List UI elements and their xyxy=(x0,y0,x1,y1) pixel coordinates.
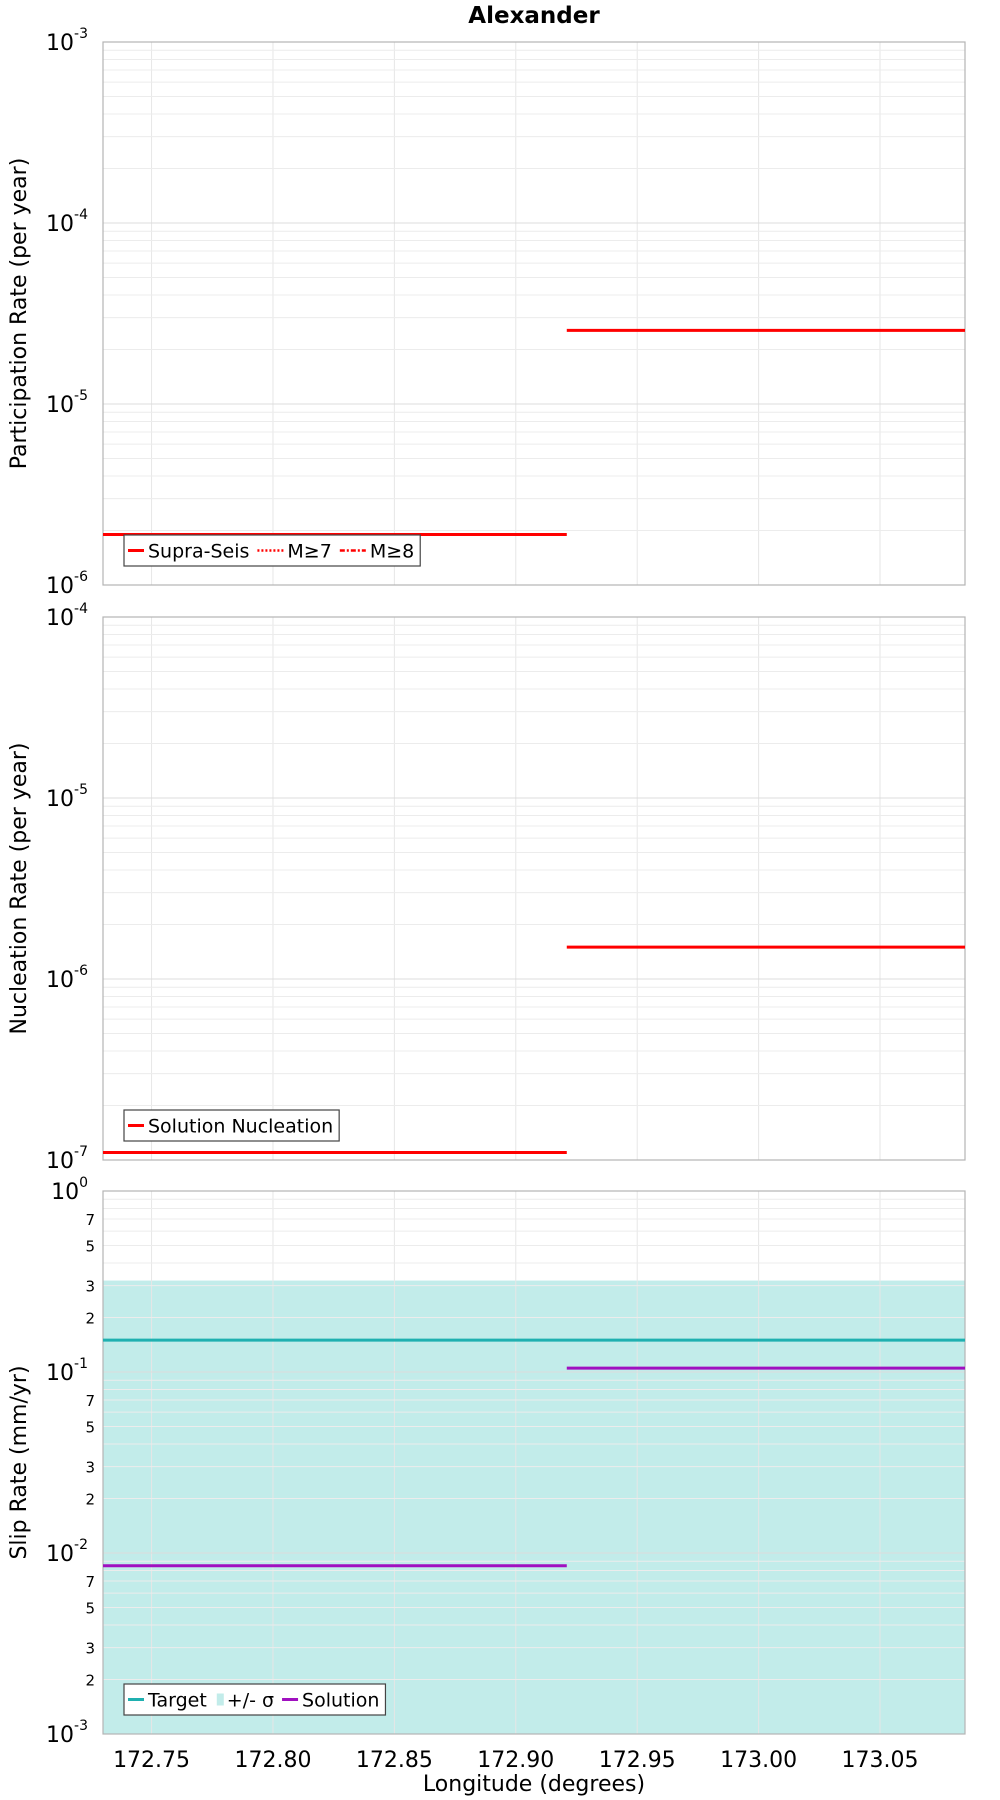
y-minor-tick-label: 3 xyxy=(85,1459,95,1477)
y-minor-tick-label: 7 xyxy=(85,1573,95,1591)
legend-label: Supra-Seis xyxy=(148,541,249,563)
legend-label: Solution xyxy=(302,1690,379,1712)
panel-1: 10-3 10-4 10-5 10-6 Participation Rate (per … xyxy=(7,3,966,599)
x-tick-label: 172.85 xyxy=(356,1748,433,1773)
y-minor-tick-label: 2 xyxy=(85,1672,95,1690)
legend: Target +/- σ Solution xyxy=(123,1683,387,1716)
legend: Solution Nucleation xyxy=(123,1109,340,1142)
y-minor-tick-label: 7 xyxy=(85,1211,95,1229)
y-minor-tick-label: 5 xyxy=(85,1237,95,1255)
chart-title: Alexander xyxy=(468,3,600,29)
y-axis-title: Participation Rate (per year) xyxy=(7,158,32,470)
y-tick-label: 10-2 xyxy=(46,1537,88,1567)
x-tick-label: 172.80 xyxy=(234,1748,311,1773)
y-minor-tick-label: 7 xyxy=(85,1392,95,1410)
y-axis-title: Nucleation Rate (per year) xyxy=(7,743,32,1035)
y-tick-label: 10-7 xyxy=(46,1144,88,1174)
legend-label: Solution Nucleation xyxy=(148,1116,333,1138)
sigma-band xyxy=(103,1280,965,1734)
x-tick-label: 172.90 xyxy=(477,1748,554,1773)
y-minor-tick-label: 2 xyxy=(85,1491,95,1509)
legend-box xyxy=(123,534,421,567)
x-tick-label: 172.95 xyxy=(599,1748,676,1773)
x-tick-label: 172.75 xyxy=(113,1748,190,1773)
plot-frame xyxy=(102,41,966,586)
y-axis-title: Slip Rate (mm/yr) xyxy=(7,1365,32,1559)
plot-frame xyxy=(102,616,966,1161)
x-tick-label: 173.00 xyxy=(720,1748,797,1773)
y-tick-label: 100 xyxy=(51,1175,88,1205)
x-tick-label: 173.05 xyxy=(842,1748,919,1773)
y-tick-label: 10-5 xyxy=(46,782,88,812)
y-tick-label: 10-4 xyxy=(46,207,88,237)
y-tick-label: 10-5 xyxy=(46,388,88,418)
grid xyxy=(103,617,965,1161)
legend-box xyxy=(123,1109,340,1142)
x-axis-title: Longitude (degrees) xyxy=(423,1772,645,1797)
y-tick-label: 10-3 xyxy=(46,1718,88,1748)
legend-key-- xyxy=(216,1693,224,1706)
y-tick-label: 10-6 xyxy=(46,569,88,599)
y-minor-tick-label: 5 xyxy=(85,1599,95,1617)
legend-label: M≥7 xyxy=(287,541,331,563)
y-tick-label: 10-3 xyxy=(46,26,88,56)
y-minor-tick-label: 3 xyxy=(85,1640,95,1658)
legend-label: +/- σ xyxy=(227,1690,274,1712)
y-tick-label: 10-4 xyxy=(46,601,88,631)
y-tick-label: 10-1 xyxy=(46,1356,88,1386)
legend-label: M≥8 xyxy=(370,541,414,563)
panel-2: 10-4 10-5 10-6 10-7 Nucleation Rate (per yea… xyxy=(7,601,966,1174)
y-tick-label: 10-6 xyxy=(46,963,88,993)
y-minor-tick-label: 2 xyxy=(85,1310,95,1328)
legend-label: Target xyxy=(147,1690,207,1712)
legend-box xyxy=(123,1683,387,1716)
y-minor-tick-label: 3 xyxy=(85,1278,95,1296)
grid xyxy=(103,42,965,586)
y-minor-tick-label: 5 xyxy=(85,1418,95,1436)
legend: Supra-Seis M≥7 M≥8 xyxy=(123,534,421,567)
plot-frame xyxy=(102,1190,966,1735)
panel-3: 100 10-1 10-2 10-3 7 5 3 2 7 5 3 2 7 5 3 2 172.75 172.80 1… xyxy=(7,1175,966,1797)
